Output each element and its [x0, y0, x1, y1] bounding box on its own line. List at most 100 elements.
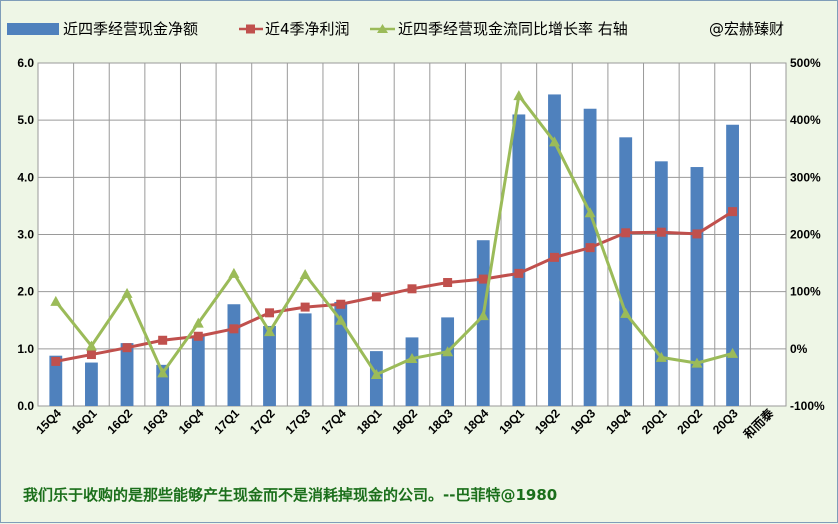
left-tick-label: 3.0	[17, 228, 34, 242]
watermark: @宏赫臻财	[709, 20, 784, 38]
legend-profit-marker	[246, 24, 255, 34]
line-marker	[548, 136, 560, 147]
line-marker	[584, 207, 596, 218]
legend-growth-marker	[377, 24, 388, 33]
line-marker	[370, 369, 382, 380]
line-marker	[727, 347, 739, 358]
line-marker	[371, 292, 381, 302]
bar	[726, 124, 739, 407]
right-axis-ticks: -100% 0% 100% 200% 300% 400% 500%	[790, 56, 825, 413]
bar	[191, 336, 205, 406]
right-tick-label: 100%	[790, 285, 821, 299]
bar	[548, 94, 561, 407]
right-tick-label: 200%	[790, 228, 821, 242]
bar	[263, 325, 276, 406]
bar	[85, 362, 98, 406]
line-marker	[335, 314, 347, 325]
x-tick-label: 18Q4	[461, 406, 492, 437]
line-marker	[477, 310, 489, 321]
line-marker	[443, 278, 453, 288]
legend-label-profit: 近4季净利润	[265, 20, 350, 38]
line-marker	[264, 326, 276, 337]
line-marker	[336, 299, 346, 309]
left-tick-label: 0.0	[17, 399, 34, 413]
x-tick-label: 15Q4	[33, 406, 64, 437]
line-marker	[86, 350, 96, 360]
left-tick-label: 4.0	[17, 170, 34, 184]
line-marker	[121, 287, 133, 298]
bar	[619, 137, 633, 407]
x-tick-label: 17Q2	[247, 406, 278, 437]
line-marker	[192, 317, 204, 328]
x-tick-label: 16Q2	[105, 406, 136, 437]
x-tick-label: 19Q2	[532, 406, 563, 437]
left-tick-label: 2.0	[17, 285, 34, 299]
line-marker	[406, 353, 418, 364]
bar	[583, 108, 597, 406]
line-marker	[656, 227, 666, 237]
line-marker	[585, 243, 595, 253]
right-tick-label: 500%	[790, 56, 821, 70]
line-marker	[549, 252, 559, 262]
footer-quote: 我们乐于收购的是那些能够产生现金而不是消耗掉现金的公司。--巴菲特@1980	[23, 486, 557, 504]
legend-label-cash: 近四季经营现金净额	[63, 20, 198, 38]
line-marker	[228, 267, 240, 278]
line-marker	[442, 346, 454, 357]
line-marker	[158, 335, 168, 345]
line-marker	[620, 307, 632, 318]
bar	[298, 313, 312, 406]
line-marker	[478, 274, 488, 284]
line-marker	[655, 351, 667, 362]
line-marker	[85, 340, 97, 351]
bar	[476, 240, 490, 406]
x-tick-label: 16Q4	[176, 406, 207, 437]
bar-series	[49, 94, 739, 407]
x-tick-label: 17Q3	[283, 406, 314, 437]
line-marker	[265, 308, 275, 318]
x-tick-label: 18Q1	[354, 406, 385, 437]
right-tick-label: 400%	[790, 113, 821, 127]
line-marker	[621, 228, 631, 238]
left-tick-label: 5.0	[17, 113, 34, 127]
series-line	[55, 210, 734, 363]
line-marker	[514, 268, 524, 278]
line-marker	[157, 367, 169, 378]
right-tick-label: -100%	[790, 399, 825, 413]
x-tick-label: 20Q1	[639, 406, 670, 437]
bar	[227, 304, 241, 406]
series-line	[54, 94, 733, 377]
line-marker	[299, 269, 311, 280]
line-marker	[122, 343, 132, 353]
left-axis-ticks: 0.0 1.0 2.0 3.0 4.0 5.0 6.0	[17, 56, 34, 413]
x-tick-label: 20Q2	[674, 406, 705, 437]
bar	[49, 355, 63, 406]
x-tick-label: 17Q1	[211, 406, 242, 437]
bar	[405, 337, 419, 406]
x-tick-label: 19Q4	[603, 406, 634, 437]
line-marker	[193, 331, 203, 341]
x-tick-label: 18Q2	[389, 406, 420, 437]
line-marker	[513, 90, 525, 101]
right-tick-label: 300%	[790, 170, 821, 184]
x-tick-label: 20Q3	[710, 406, 741, 437]
x-tick-label: 16Q1	[69, 406, 100, 437]
line-marker	[692, 229, 702, 239]
x-tick-label: 19Q1	[496, 406, 527, 437]
x-axis-ticks: 15Q4 16Q1 16Q2 16Q3 16Q4 17Q1 17Q2 17Q3 17Q4 18Q1…	[33, 405, 777, 442]
x-tick-label: 和而泰	[740, 405, 777, 442]
x-tick-label: 19Q3	[568, 406, 599, 437]
line-marker	[229, 324, 239, 334]
x-tick-label: 16Q3	[140, 406, 171, 437]
x-tick-label: 18Q3	[425, 406, 456, 437]
line-series	[50, 90, 739, 380]
left-tick-label: 1.0	[17, 342, 34, 356]
legend-bar-swatch	[7, 23, 59, 35]
bar	[690, 167, 704, 406]
legend: 近四季经营现金净额 近4季净利润 近四季经营现金流同比增长率 右轴 @宏赫臻财	[7, 20, 784, 38]
x-tick-label: 17Q4	[318, 406, 349, 437]
bar	[334, 301, 348, 406]
left-tick-label: 6.0	[17, 56, 34, 70]
bar	[654, 161, 668, 406]
